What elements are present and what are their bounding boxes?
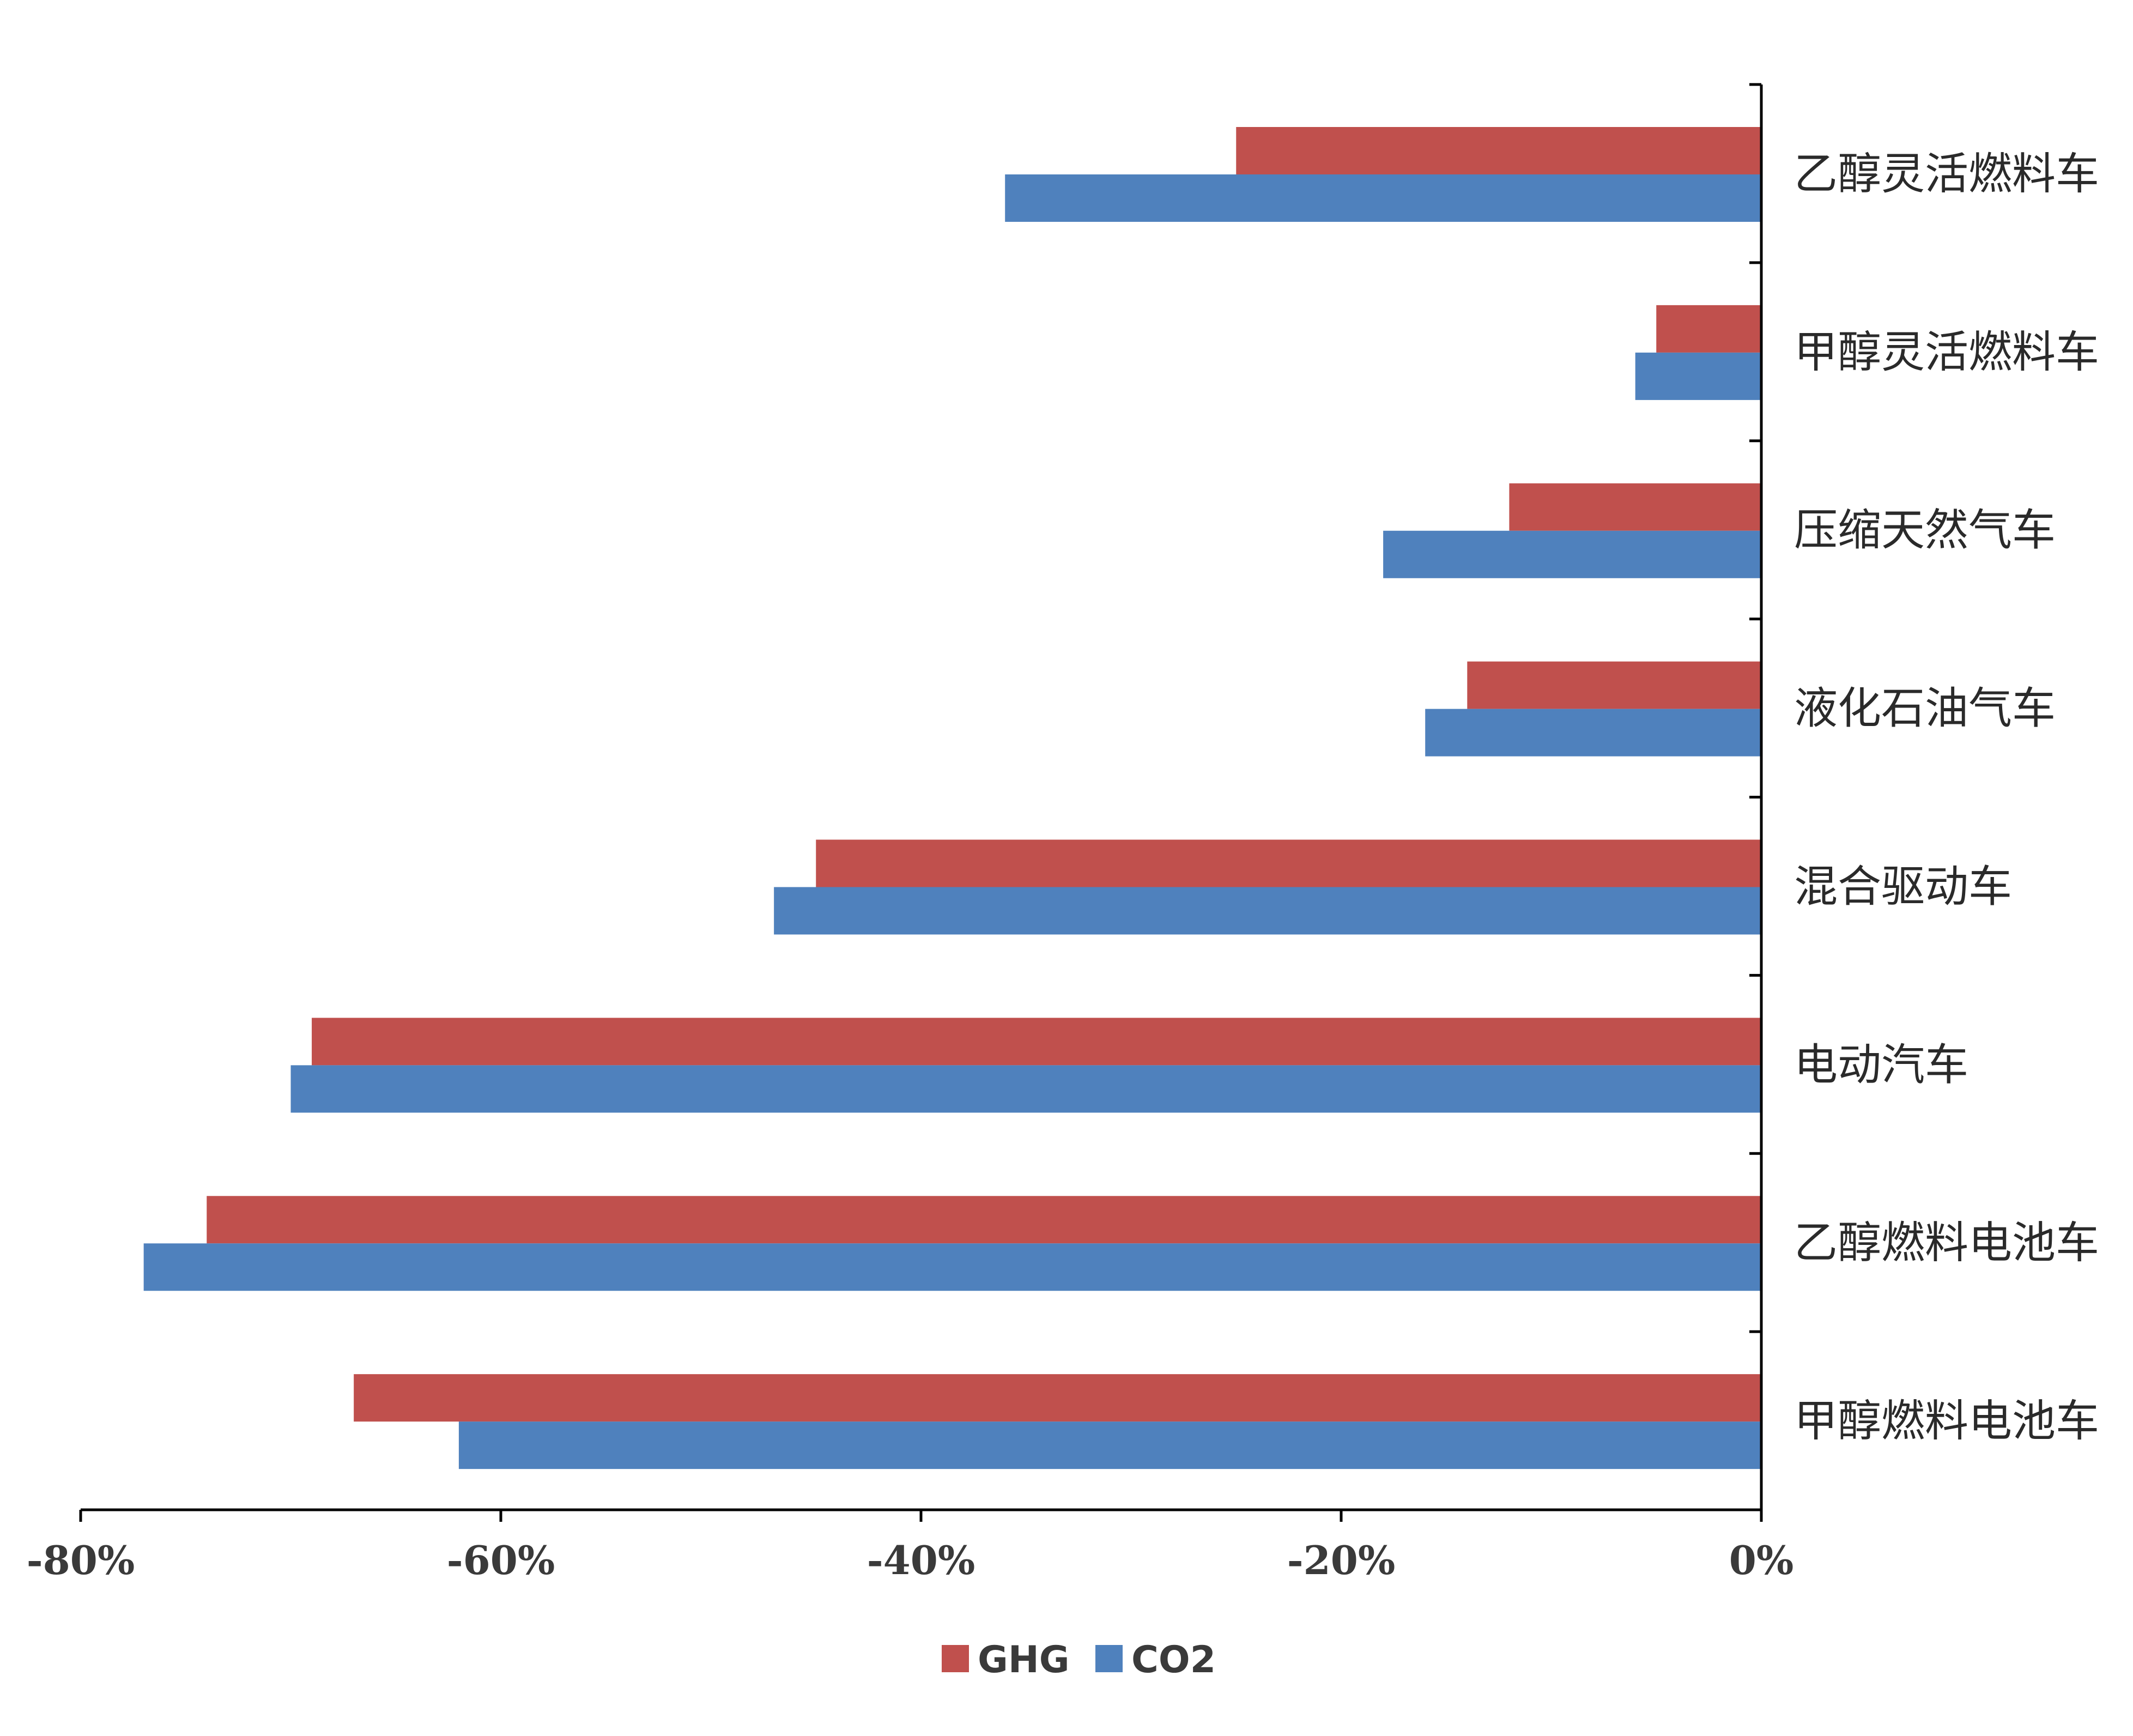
- x-tick-label: -20%: [1287, 1537, 1396, 1583]
- category-label: 乙醇燃料电池车: [1794, 1218, 2099, 1268]
- x-tick-label: -40%: [867, 1537, 975, 1583]
- bar-ghg-5: [816, 839, 1761, 887]
- x-tick-label: 0%: [1729, 1537, 1794, 1583]
- legend-swatch-co2: [1095, 1645, 1123, 1672]
- category-labels: 乙醇灵活燃料车甲醇灵活燃料车压缩天然气车液化石油气车混合驱动车电动汽车乙醇燃料电…: [1794, 148, 2099, 1446]
- bar-co2-7: [143, 1243, 1762, 1291]
- bar-co2-4: [1425, 709, 1761, 757]
- x-tick-label: -60%: [447, 1537, 555, 1583]
- bar-co2-6: [290, 1065, 1761, 1113]
- bar-ghg-8: [354, 1374, 1762, 1422]
- bar-ghg-3: [1509, 483, 1761, 531]
- legend-label-ghg: GHG: [978, 1638, 1070, 1681]
- bar-ghg-6: [312, 1018, 1761, 1066]
- category-label: 液化石油气车: [1794, 683, 2056, 734]
- bar-ghg-2: [1656, 305, 1761, 353]
- category-label: 甲醇燃料电池车: [1794, 1396, 2099, 1447]
- x-tick-labels: -80% -60% -40% -20% 0%: [27, 1537, 1794, 1583]
- category-label: 混合驱动车: [1794, 861, 2012, 912]
- bar-co2-3: [1383, 530, 1761, 578]
- category-label: 电动汽车: [1794, 1039, 1968, 1090]
- bar-ghg-4: [1467, 661, 1761, 709]
- bar-co2-2: [1635, 352, 1761, 400]
- legend: GHG CO2: [942, 1638, 1216, 1681]
- bar-co2-1: [1005, 174, 1761, 222]
- bar-co2-5: [774, 887, 1761, 935]
- category-label: 甲醇灵活燃料车: [1794, 326, 2099, 377]
- bar-ghg-1: [1236, 127, 1761, 174]
- category-label: 乙醇灵活燃料车: [1794, 148, 2099, 199]
- category-label: 压缩天然气车: [1794, 505, 2056, 555]
- axes-layer: [79, 83, 1763, 1522]
- bar-ghg-7: [207, 1196, 1761, 1244]
- legend-swatch-ghg: [942, 1645, 969, 1672]
- legend-label-co2: CO2: [1131, 1638, 1216, 1681]
- bars-layer: [143, 127, 1762, 1469]
- bar-co2-8: [458, 1422, 1762, 1469]
- x-tick-label: -80%: [27, 1537, 135, 1583]
